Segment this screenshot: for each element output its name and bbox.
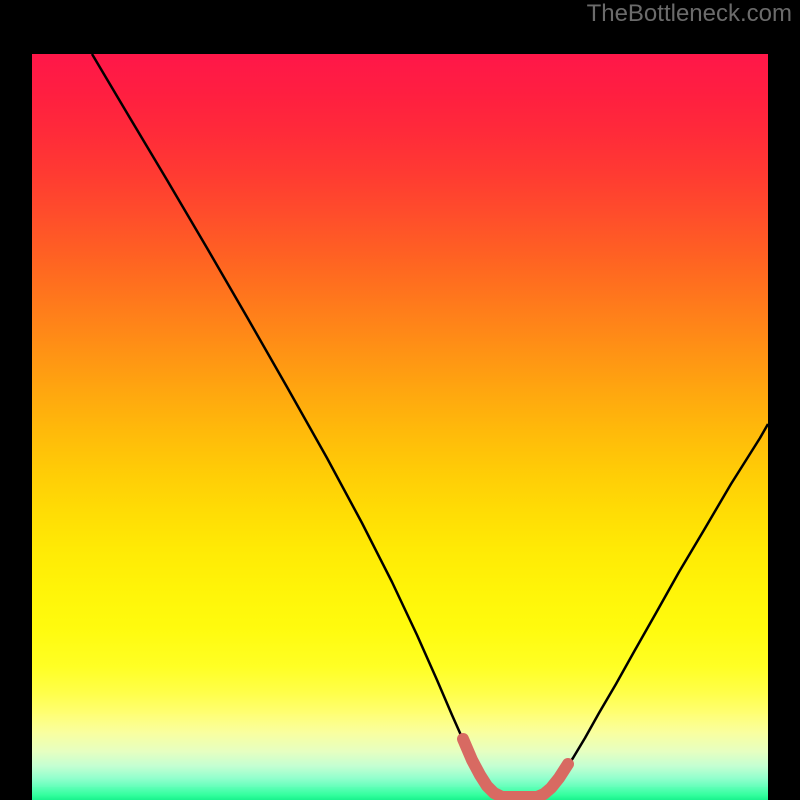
chart-frame [0,22,800,800]
watermark-text: TheBottleneck.com [587,0,792,28]
curve-layer [32,54,768,800]
main-curve-path [92,54,768,797]
chart-canvas: TheBottleneck.com [0,0,800,800]
highlight-segment-path [463,739,568,797]
